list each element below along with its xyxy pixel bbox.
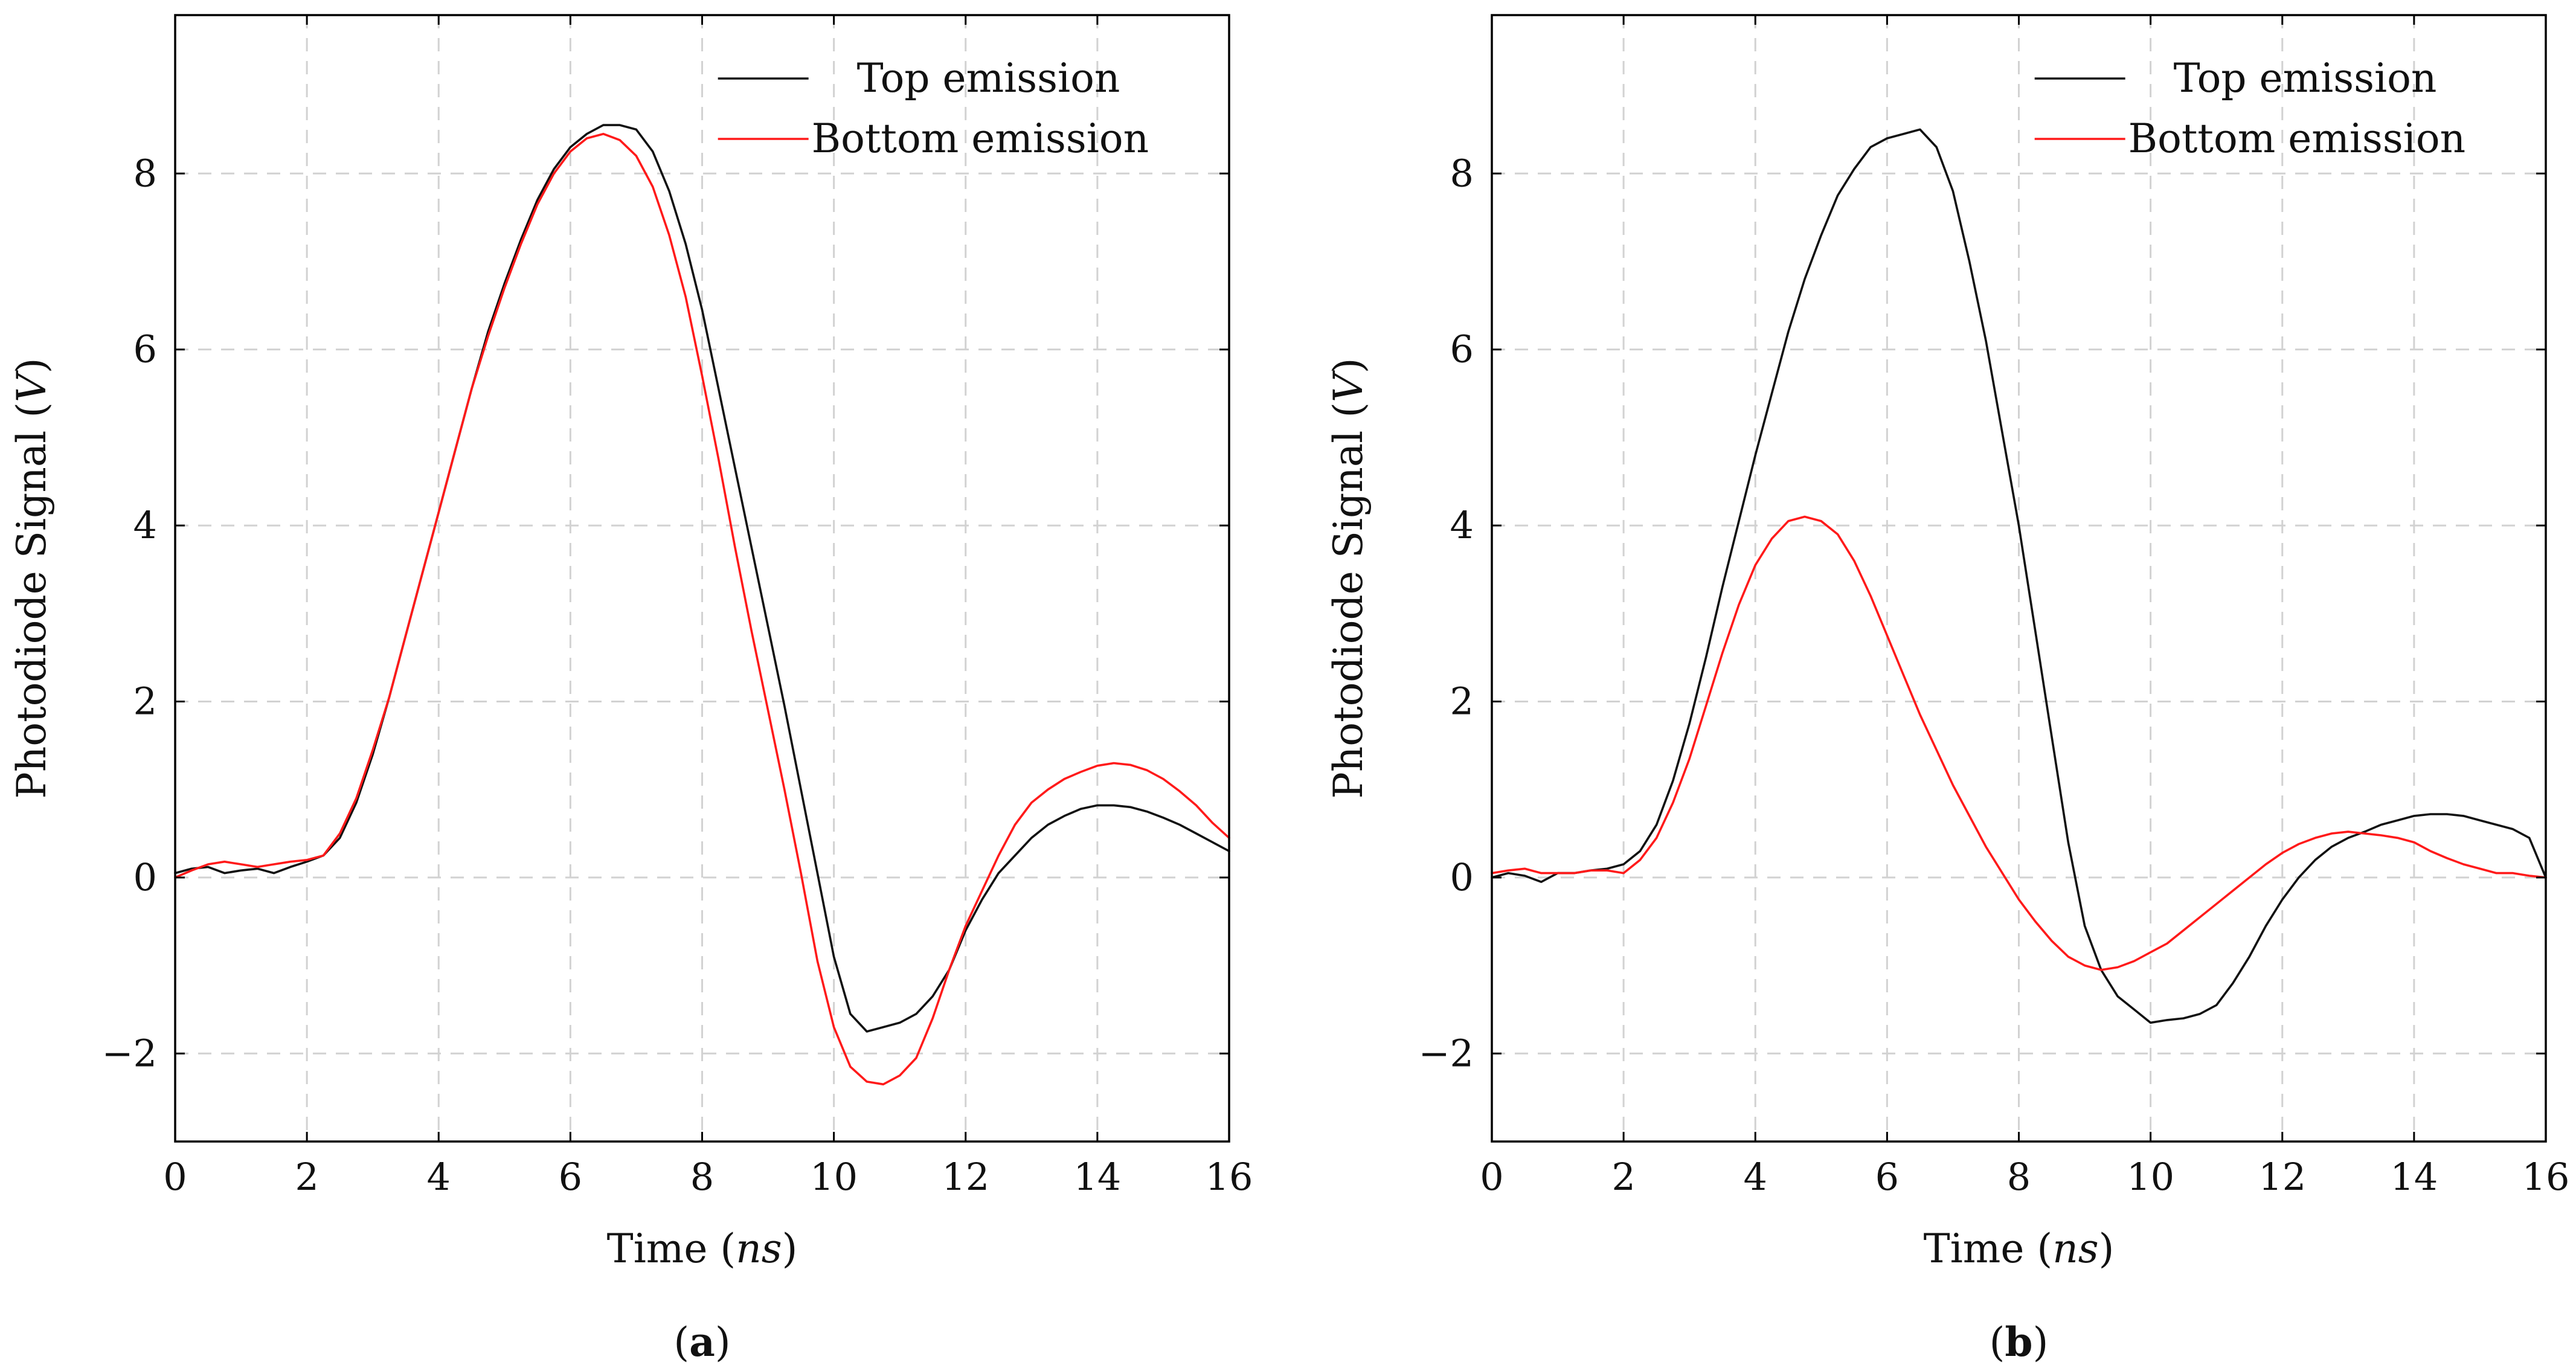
legend-label-top-emission: Top emission [857,55,1120,101]
axis-ticks: 0 2 4 6 8 10 12 14 16 −2 0 2 4 6 8 [102,15,1253,1199]
y-axis-title-unit: V [1325,370,1372,402]
legend: Top emission Bottom emission [718,55,1149,162]
x-tick-label: 10 [2127,1155,2174,1199]
x-tick-label: 8 [2007,1155,2031,1199]
y-tick-label: 2 [1450,679,1474,723]
y-tick-label: 8 [133,151,157,195]
y-axis-title: Photodiode Signal (V) [8,358,55,799]
panel-label-a: (a) [673,1318,730,1366]
x-axis-title: Time (ns) [1924,1225,2115,1272]
x-tick-label: 14 [2390,1155,2438,1199]
y-tick-label: 0 [1450,855,1474,899]
x-axis-title-suffix: ) [2099,1225,2115,1272]
x-axis-title-prefix: Time ( [1924,1225,2053,1272]
grid [175,15,1229,1142]
y-tick-label: 2 [133,679,157,723]
x-tick-label: 0 [163,1155,187,1199]
y-axis-title-suffix: ) [8,358,55,374]
legend-label-bottom-emission: Bottom emission [2128,115,2465,162]
axis-ticks: 0 2 4 6 8 10 12 14 16 −2 0 2 4 6 8 [1419,15,2570,1199]
y-tick-label: 6 [1450,327,1474,371]
x-tick-label: 2 [1611,1155,1635,1199]
y-tick-label: 0 [133,855,157,899]
x-axis-title-prefix: Time ( [607,1225,736,1272]
y-tick-label: −2 [102,1031,157,1075]
x-tick-label: 10 [810,1155,858,1199]
series-line-top-emission [1491,128,2547,1024]
series-lines [174,124,1230,1086]
y-tick-label: 6 [133,327,157,371]
legend: Top emission Bottom emission [2034,55,2465,162]
x-tick-label: 16 [2522,1155,2570,1199]
x-tick-label: 16 [1206,1155,1253,1199]
x-axis-title-unit: ns [736,1225,782,1272]
chart-panel-b: 0 2 4 6 8 10 12 14 16 −2 0 2 4 6 8 Top emission Bottom… [1325,14,2570,1366]
x-axis-title: Time (ns) [607,1225,798,1272]
x-tick-label: 14 [1073,1155,1121,1199]
x-tick-label: 0 [1480,1155,1503,1199]
panel-label-b: (b) [1990,1318,2049,1366]
y-tick-label: 4 [133,503,157,547]
x-tick-label: 12 [942,1155,989,1199]
series-lines [1491,128,2547,1024]
x-tick-label: 4 [427,1155,451,1199]
y-axis-title-prefix: Photodiode Signal ( [1325,402,1372,799]
chart-panel-a: 0 2 4 6 8 10 12 14 16 −2 0 2 4 6 8 Top emission Bottom… [8,14,1253,1366]
x-tick-label: 12 [2258,1155,2306,1199]
x-tick-label: 6 [1875,1155,1899,1199]
grid [1492,15,2546,1142]
x-tick-label: 2 [295,1155,318,1199]
y-axis-title-prefix: Photodiode Signal ( [8,402,55,799]
series-line-top-emission [174,124,1230,1033]
y-tick-label: 4 [1450,503,1474,547]
y-axis-title-unit: V [8,370,55,402]
y-tick-label: −2 [1419,1031,1474,1075]
panel-label-b-letter: b [2005,1318,2032,1366]
legend-label-bottom-emission: Bottom emission [812,115,1149,162]
y-tick-label: 8 [1450,151,1474,195]
x-axis-title-suffix: ) [782,1225,798,1272]
series-line-bottom-emission [174,132,1230,1086]
y-axis-title: Photodiode Signal (V) [1325,358,1372,799]
legend-label-top-emission: Top emission [2174,55,2437,101]
y-axis-title-suffix: ) [1325,358,1372,374]
x-tick-label: 8 [690,1155,714,1199]
panel-label-a-letter: a [689,1318,715,1366]
x-axis-title-unit: ns [2052,1225,2098,1272]
x-tick-label: 4 [1744,1155,1767,1199]
x-tick-label: 6 [559,1155,582,1199]
series-line-bottom-emission [1491,515,2547,971]
